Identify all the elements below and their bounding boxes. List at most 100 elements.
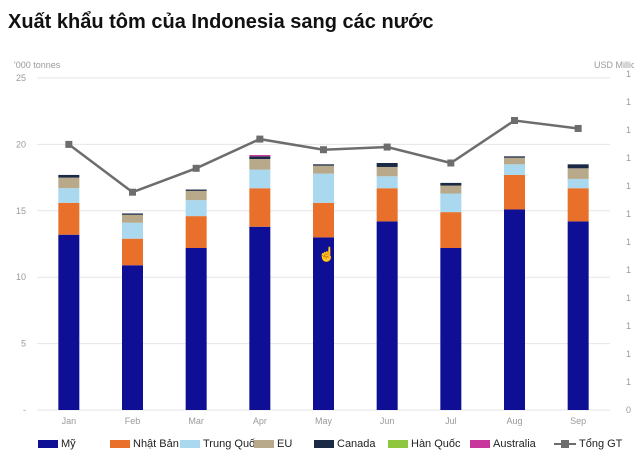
x-axis-tick-label: Apr	[253, 416, 267, 426]
legend-swatch-eu	[254, 440, 274, 448]
bar-segment-eu	[376, 166, 398, 177]
bar-segment-eu	[58, 177, 80, 189]
chart-title: Xuất khẩu tôm của Indonesia sang các nướ…	[8, 11, 434, 33]
right-axis-tick-label: 1	[626, 209, 631, 219]
right-axis-tick-label: 1	[626, 237, 631, 247]
total-value-marker	[129, 188, 136, 196]
x-axis-tick-label: Jul	[445, 416, 457, 426]
legend-swatch-nhat-ban	[110, 440, 130, 448]
total-value-marker	[256, 135, 264, 143]
bar-segment-mỹ	[440, 247, 462, 410]
total-value-marker	[447, 159, 455, 167]
bar-segment-trung-quốc	[185, 200, 207, 217]
legend-label-eu: EU	[277, 438, 293, 450]
right-axis-tick-label: 1	[626, 125, 631, 135]
bar-segment-nhật-bản	[567, 188, 589, 222]
right-axis-tick-label: 1	[626, 321, 631, 331]
x-axis-tick-label: Jun	[380, 416, 395, 426]
legend-item-trung-quoc: Trung Quốc	[180, 438, 261, 450]
bar-segment-mỹ	[249, 226, 271, 410]
legend-item-canada: Canada	[314, 438, 376, 450]
legend-item-nhat-ban: Nhật Bản	[110, 438, 179, 450]
total-value-marker	[65, 140, 73, 148]
legend-label-nhat-ban: Nhật Bản	[133, 438, 179, 450]
left-axis-unit-label: '000 tonnes	[14, 60, 61, 70]
x-axis-tick-label: Jan	[62, 416, 77, 426]
total-value-marker	[192, 164, 200, 172]
right-axis-tick-label: 1	[626, 349, 631, 359]
bar-segment-mỹ	[504, 209, 525, 410]
bar-segment-eu	[504, 157, 525, 165]
bar-segment-eu	[313, 165, 334, 174]
bar-segment-nhật-bản	[313, 202, 334, 238]
bar-segment-trung-quốc	[249, 169, 271, 189]
bar-segment-trung-quốc	[122, 222, 143, 239]
x-axis-tick-label: Aug	[506, 416, 522, 426]
legend-label-tong-gt: Tổng GT	[579, 438, 623, 450]
right-axis-tick-label: 1	[626, 97, 631, 107]
bar-segment-eu	[249, 159, 271, 170]
bar-segment-canada	[376, 162, 398, 167]
bar-segment-mỹ	[185, 247, 207, 410]
bar-segment-nhật-bản	[249, 188, 271, 227]
bar-segment-eu	[185, 190, 207, 201]
x-axis-tick-label: May	[315, 416, 333, 426]
bar-segment-canada	[313, 164, 334, 166]
bar-segment-mỹ	[122, 265, 143, 410]
left-axis-tick-label: 20	[16, 139, 26, 149]
chart-legend: Mỹ Nhật Bản Trung Quốc EU Canada Hàn Quố…	[38, 438, 634, 454]
bar-segment-australia	[249, 155, 271, 157]
bar-segment-mỹ	[58, 234, 80, 410]
x-axis-tick-label: Sep	[570, 416, 586, 426]
bar-segment-trung-quốc	[440, 193, 462, 213]
bar-segment-canada	[567, 164, 589, 169]
left-axis-tick-label: 10	[16, 272, 26, 282]
bar-segment-eu	[567, 168, 589, 179]
right-axis-tick-label: 1	[626, 181, 631, 191]
bar-segment-mỹ	[313, 237, 334, 410]
bar-segment-canada	[122, 213, 143, 215]
legend-label-australia: Australia	[493, 438, 536, 450]
bar-segment-nhật-bản	[185, 216, 207, 248]
right-axis-tick-label: 1	[626, 377, 631, 387]
legend-item-eu: EU	[254, 438, 292, 450]
legend-label-canada: Canada	[337, 438, 376, 450]
legend-swatch-australia	[470, 440, 490, 448]
legend-swatch-my	[38, 440, 58, 448]
legend-swatch-trung-quoc	[180, 440, 200, 448]
legend-item-my: Mỹ	[38, 438, 76, 450]
right-axis-unit-label: USD Millio	[594, 60, 634, 70]
bar-segment-canada	[249, 156, 271, 160]
right-axis-tick-label: 0	[626, 405, 631, 415]
bar-segment-canada	[504, 156, 525, 158]
bar-segment-mỹ	[567, 221, 589, 410]
total-value-marker	[320, 146, 327, 154]
left-axis-tick-label: 15	[16, 206, 26, 216]
bar-segment-nhật-bản	[58, 202, 80, 235]
bar-segment-trung-quốc	[567, 178, 589, 189]
bar-segment-nhật-bản	[504, 174, 525, 210]
legend-item-australia: Australia	[470, 438, 536, 450]
bar-segment-nhật-bản	[122, 238, 143, 266]
right-axis-tick-label: 1	[626, 69, 631, 79]
legend-label-trung-quoc: Trung Quốc	[203, 438, 261, 450]
right-axis-tick-label: 1	[626, 265, 631, 275]
total-value-marker	[574, 124, 582, 132]
left-axis-tick-label: -	[23, 405, 26, 415]
bar-segment-eu	[440, 185, 462, 194]
legend-item-han-quoc: Hàn Quốc	[388, 438, 461, 450]
legend-swatch-han-quoc	[388, 440, 408, 448]
bar-segment-canada	[185, 189, 207, 191]
legend-label-my: Mỹ	[61, 438, 76, 450]
total-value-marker	[511, 116, 518, 124]
bar-segment-canada	[440, 182, 462, 186]
legend-item-tong-gt: Tổng GT	[554, 438, 622, 450]
bar-segment-mỹ	[376, 221, 398, 410]
legend-line-marker-tong-gt	[554, 439, 576, 449]
bar-segment-nhật-bản	[376, 188, 398, 222]
x-axis-tick-label: Mar	[188, 416, 204, 426]
legend-label-han-quoc: Hàn Quốc	[411, 438, 461, 450]
bar-segment-trung-quốc	[313, 173, 334, 203]
bar-segment-trung-quốc	[58, 188, 80, 203]
